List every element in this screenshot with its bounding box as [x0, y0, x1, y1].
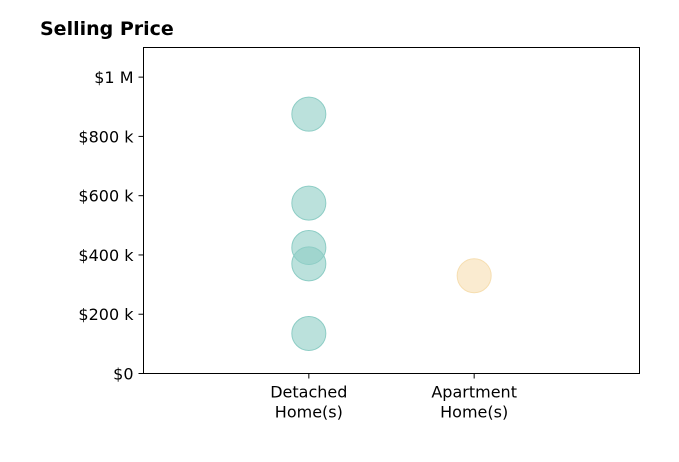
x-tick-label: Home(s) [275, 403, 343, 422]
x-tick-label: Detached [270, 383, 347, 402]
y-axis: $0 $200 k $400 k $600 k $800 k $1 M [78, 68, 144, 384]
data-point [291, 185, 327, 221]
x-tick-label: Home(s) [440, 403, 508, 422]
y-tick-label: $600 k [78, 187, 134, 206]
chart-title: Selling Price [40, 18, 174, 40]
plot-area [291, 96, 492, 351]
x-tick-label: Apartment [431, 383, 517, 402]
data-point [291, 96, 327, 132]
y-tick-label: $0 [113, 365, 133, 384]
y-tick-label: $400 k [78, 246, 134, 265]
data-point [291, 315, 327, 351]
data-point [456, 258, 492, 294]
plot-frame [143, 47, 640, 374]
y-tick-label: $200 k [78, 305, 134, 324]
data-point [291, 246, 327, 282]
y-tick-label: $1 M [94, 68, 133, 87]
y-tick-label: $800 k [78, 127, 134, 146]
